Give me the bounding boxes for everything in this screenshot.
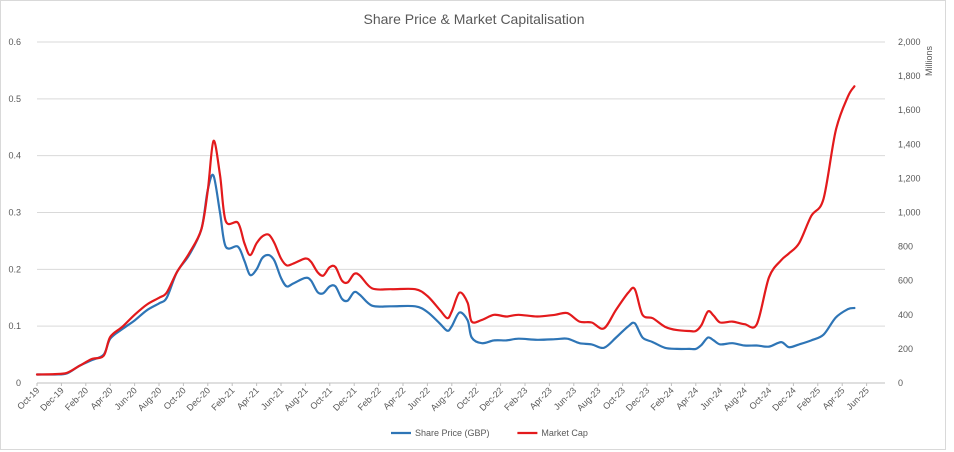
x-tick-label: Feb-24	[649, 385, 676, 412]
x-tick-label: Aug-23	[575, 385, 603, 413]
x-tick-label: Aug-24	[721, 385, 749, 413]
x-tick-label: Aug-22	[429, 385, 457, 413]
x-tick-label: Jun-25	[844, 385, 871, 412]
right-axis-ticks: 0 200 400 600 800 1,000 1,200 1,400 1,600 1,800 2,…	[898, 37, 921, 388]
x-tick-label: Feb-20	[63, 385, 90, 412]
left-tick-label: 0.6	[8, 37, 21, 47]
x-tick-label: Apr-25	[820, 385, 846, 411]
x-tick-label: Oct-24	[747, 385, 773, 411]
x-tick-label: Feb-22	[356, 385, 383, 412]
legend-label-share-price: Share Price (GBP)	[415, 428, 490, 438]
left-axis-ticks: 0 0.1 0.2 0.3 0.4 0.5 0.6	[8, 37, 21, 388]
x-tick-label: Oct-19	[15, 385, 41, 411]
x-tick-label: Dec-24	[770, 385, 798, 413]
x-tick-label: Jun-23	[552, 385, 579, 412]
right-tick-label: 1,200	[898, 173, 921, 183]
x-tick-label: Dec-19	[38, 385, 66, 413]
x-tick-label: Dec-21	[331, 385, 359, 413]
x-tick-label: Dec-20	[185, 385, 213, 413]
legend: Share Price (GBP) Market Cap	[391, 428, 588, 438]
chart-title: Share Price & Market Capitalisation	[363, 11, 585, 27]
x-axis-ticks: Oct-19Dec-19Feb-20Apr-20Jun-20Aug-20Oct-…	[15, 383, 871, 413]
series-lines	[35, 85, 856, 376]
x-tick-label: Oct-21	[308, 385, 334, 411]
x-tick-label: Oct-23	[601, 385, 627, 411]
x-tick-label: Jun-22	[405, 385, 432, 412]
left-tick-label: 0	[16, 378, 21, 388]
right-tick-label: 0	[898, 378, 903, 388]
market-cap-line	[35, 85, 856, 376]
legend-label-market-cap: Market Cap	[541, 428, 588, 438]
x-tick-label: Dec-23	[624, 385, 652, 413]
left-tick-label: 0.4	[8, 151, 21, 161]
x-tick-label: Apr-24	[674, 385, 700, 411]
right-tick-label: 400	[898, 310, 913, 320]
x-tick-label: Feb-25	[795, 385, 822, 412]
x-tick-label: Jun-24	[698, 385, 725, 412]
right-tick-label: 1,600	[898, 105, 921, 115]
x-tick-label: Aug-20	[136, 385, 164, 413]
x-tick-label: Dec-22	[477, 385, 505, 413]
gridlines	[37, 41, 885, 327]
x-tick-label: Oct-20	[162, 385, 188, 411]
right-tick-label: 200	[898, 344, 913, 354]
left-tick-label: 0.1	[8, 321, 21, 331]
x-tick-label: Jun-20	[112, 385, 139, 412]
x-tick-label: Feb-23	[502, 385, 529, 412]
x-tick-label: Jun-21	[259, 385, 286, 412]
right-tick-label: 1,400	[898, 139, 921, 149]
right-tick-label: 1,800	[898, 71, 921, 81]
right-tick-label: 1,000	[898, 208, 921, 218]
x-tick-label: Apr-20	[88, 385, 114, 411]
x-tick-label: Aug-21	[282, 385, 310, 413]
right-tick-label: 2,000	[898, 37, 921, 47]
x-tick-label: Apr-22	[381, 385, 407, 411]
right-tick-label: 800	[898, 242, 913, 252]
right-tick-label: 600	[898, 276, 913, 286]
x-tick-label: Feb-21	[209, 385, 236, 412]
left-tick-label: 0.3	[8, 208, 21, 218]
x-tick-label: Oct-22	[454, 385, 480, 411]
x-tick-label: Apr-23	[528, 385, 554, 411]
left-tick-label: 0.2	[8, 264, 21, 274]
x-tick-label: Apr-21	[235, 385, 261, 411]
right-axis-unit-label: Millions	[924, 46, 934, 77]
left-tick-label: 0.5	[8, 94, 21, 104]
share-price-line	[35, 173, 856, 376]
